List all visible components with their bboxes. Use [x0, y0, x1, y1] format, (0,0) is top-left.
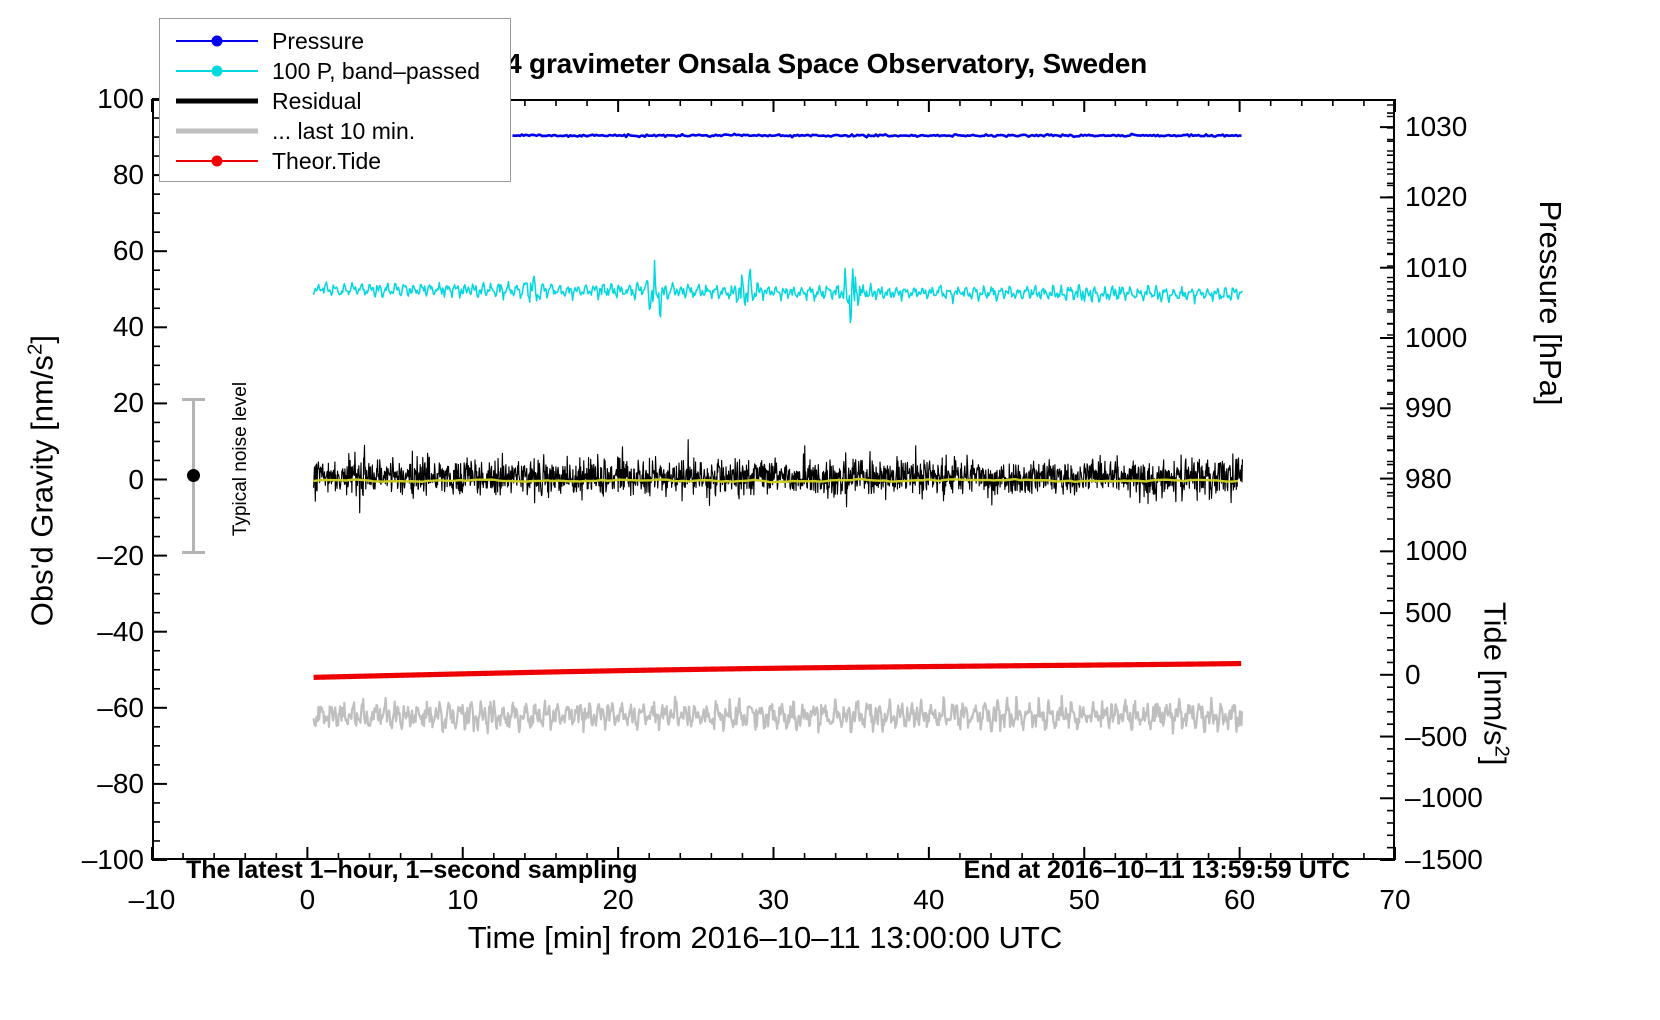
x-tick-label: –10 — [128, 884, 176, 915]
y-axis-left-title-text: Obs'd Gravity [nm/s — [24, 355, 60, 627]
tide-tick-label: –500 — [1405, 720, 1468, 752]
legend-label: Theor.Tide — [272, 147, 382, 174]
legend-item-4[interactable]: Theor.Tide — [160, 146, 510, 176]
y-axis-tide-title: Tide [nm/s2] — [1476, 534, 1513, 834]
x-tick-label: 60 — [1224, 884, 1256, 915]
x-tick-label: 20 — [602, 884, 634, 915]
noise-cap-top — [182, 398, 205, 401]
page-title: SCG_054 gravimeter Onsala Space Observat… — [399, 48, 1148, 79]
tide-tick-label: –1000 — [1405, 782, 1483, 814]
legend-item-0[interactable]: Pressure — [160, 26, 510, 56]
y-tick-label: –80 — [97, 767, 144, 799]
y-axis-tide-title-tail: ] — [1477, 756, 1513, 766]
pressure-tick-label: 1020 — [1405, 181, 1468, 213]
y-tick-label: 100 — [97, 83, 144, 114]
x-axis-title: Time [min] from 2016–10–11 13:00:00 UTC — [467, 920, 1063, 955]
x-tick-label: 70 — [1379, 884, 1411, 915]
legend-swatch-icon — [176, 151, 258, 171]
legend-item-1[interactable]: 100 P, band–passed — [160, 56, 510, 86]
y-axis-tide-title-text: Tide [nm/s — [1477, 601, 1513, 746]
noise-cap-bottom — [182, 551, 205, 554]
legend-label: Pressure — [272, 27, 365, 54]
tide-tick-label: 500 — [1405, 597, 1452, 629]
y-tick-label: –60 — [97, 691, 144, 723]
legend-swatch-icon — [176, 121, 258, 141]
pressure-tick-label: 1030 — [1405, 111, 1468, 143]
y-tick-label: –100 — [81, 844, 144, 875]
x-tick-label: 10 — [447, 884, 479, 915]
noise-level-label: Typical noise level — [230, 381, 251, 537]
y-axis-left-title: Obs'd Gravity [nm/s2] — [23, 271, 60, 691]
y-axis-tide-exponent: 2 — [1490, 745, 1514, 757]
x-tick-label: 50 — [1068, 884, 1100, 915]
y-axis-left-exponent: 2 — [23, 343, 47, 356]
pressure-tick-label: 1000 — [1405, 322, 1468, 353]
sampling-note: The latest 1–hour, 1–second sampling — [186, 856, 638, 884]
y-tick-label: 60 — [112, 235, 144, 267]
legend-swatch-icon — [176, 31, 258, 51]
legend-marker-dot — [211, 155, 223, 167]
legend-line — [176, 98, 258, 104]
x-axis-ticks: –10 0 10 20 30 40 50 60 70 — [0, 884, 1660, 924]
x-tick-label: 30 — [757, 884, 790, 915]
pressure-tick-label: 990 — [1405, 392, 1452, 424]
y-axis-pressure-ticks: 1030 1020 1010 1000 990 980 — [1405, 0, 1525, 1020]
tide-tick-label: –1500 — [1405, 844, 1483, 875]
legend-label: Residual — [272, 87, 362, 114]
y-tick-label: 20 — [112, 387, 144, 419]
x-tick-label: 0 — [299, 884, 316, 915]
legend-marker-dot — [211, 35, 223, 47]
typical-noise-level-marker: Typical noise level — [178, 382, 251, 578]
noise-centre-dot — [187, 469, 200, 482]
legend-item-3[interactable]: ... last 10 min. — [160, 116, 510, 146]
y-tick-label: –20 — [97, 539, 144, 571]
legend-line — [176, 128, 258, 134]
legend-item-2[interactable]: Residual — [160, 86, 510, 116]
plot-area — [152, 99, 1395, 860]
legend: Pressure 100 P, band–passed Residual ... la… — [159, 18, 511, 182]
y-tick-label: 80 — [112, 159, 144, 191]
legend-swatch-icon — [176, 61, 258, 81]
y-tick-label: 0 — [128, 463, 144, 495]
y-tick-label: –40 — [97, 615, 144, 647]
y-axis-left-title-tail: ] — [24, 335, 60, 344]
legend-label: 100 P, band–passed — [272, 57, 481, 84]
y-tick-label: 40 — [112, 311, 144, 343]
legend-marker-dot — [211, 65, 223, 77]
legend-label: ... last 10 min. — [272, 117, 416, 144]
tide-tick-label: 1000 — [1405, 535, 1468, 567]
pressure-tick-label: 1010 — [1405, 251, 1468, 283]
x-tick-label: 40 — [913, 884, 945, 915]
legend-swatch-icon — [176, 91, 258, 111]
end-time-note: End at 2016–10–11 13:59:59 UTC — [963, 856, 1350, 884]
y-axis-left-ticks: 100 80 60 40 20 0 –20 –40 –60 –80 –100 — [48, 0, 144, 1020]
pressure-tick-label: 980 — [1405, 462, 1452, 494]
tide-tick-label: 0 — [1405, 658, 1421, 690]
y-axis-tide-ticks: 1000 500 0 –500 –1000 –1500 — [1405, 0, 1525, 1020]
y-axis-pressure-title: Pressure [hPa] — [1533, 200, 1568, 406]
